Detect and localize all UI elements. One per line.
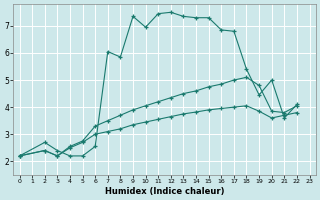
X-axis label: Humidex (Indice chaleur): Humidex (Indice chaleur) xyxy=(105,187,224,196)
